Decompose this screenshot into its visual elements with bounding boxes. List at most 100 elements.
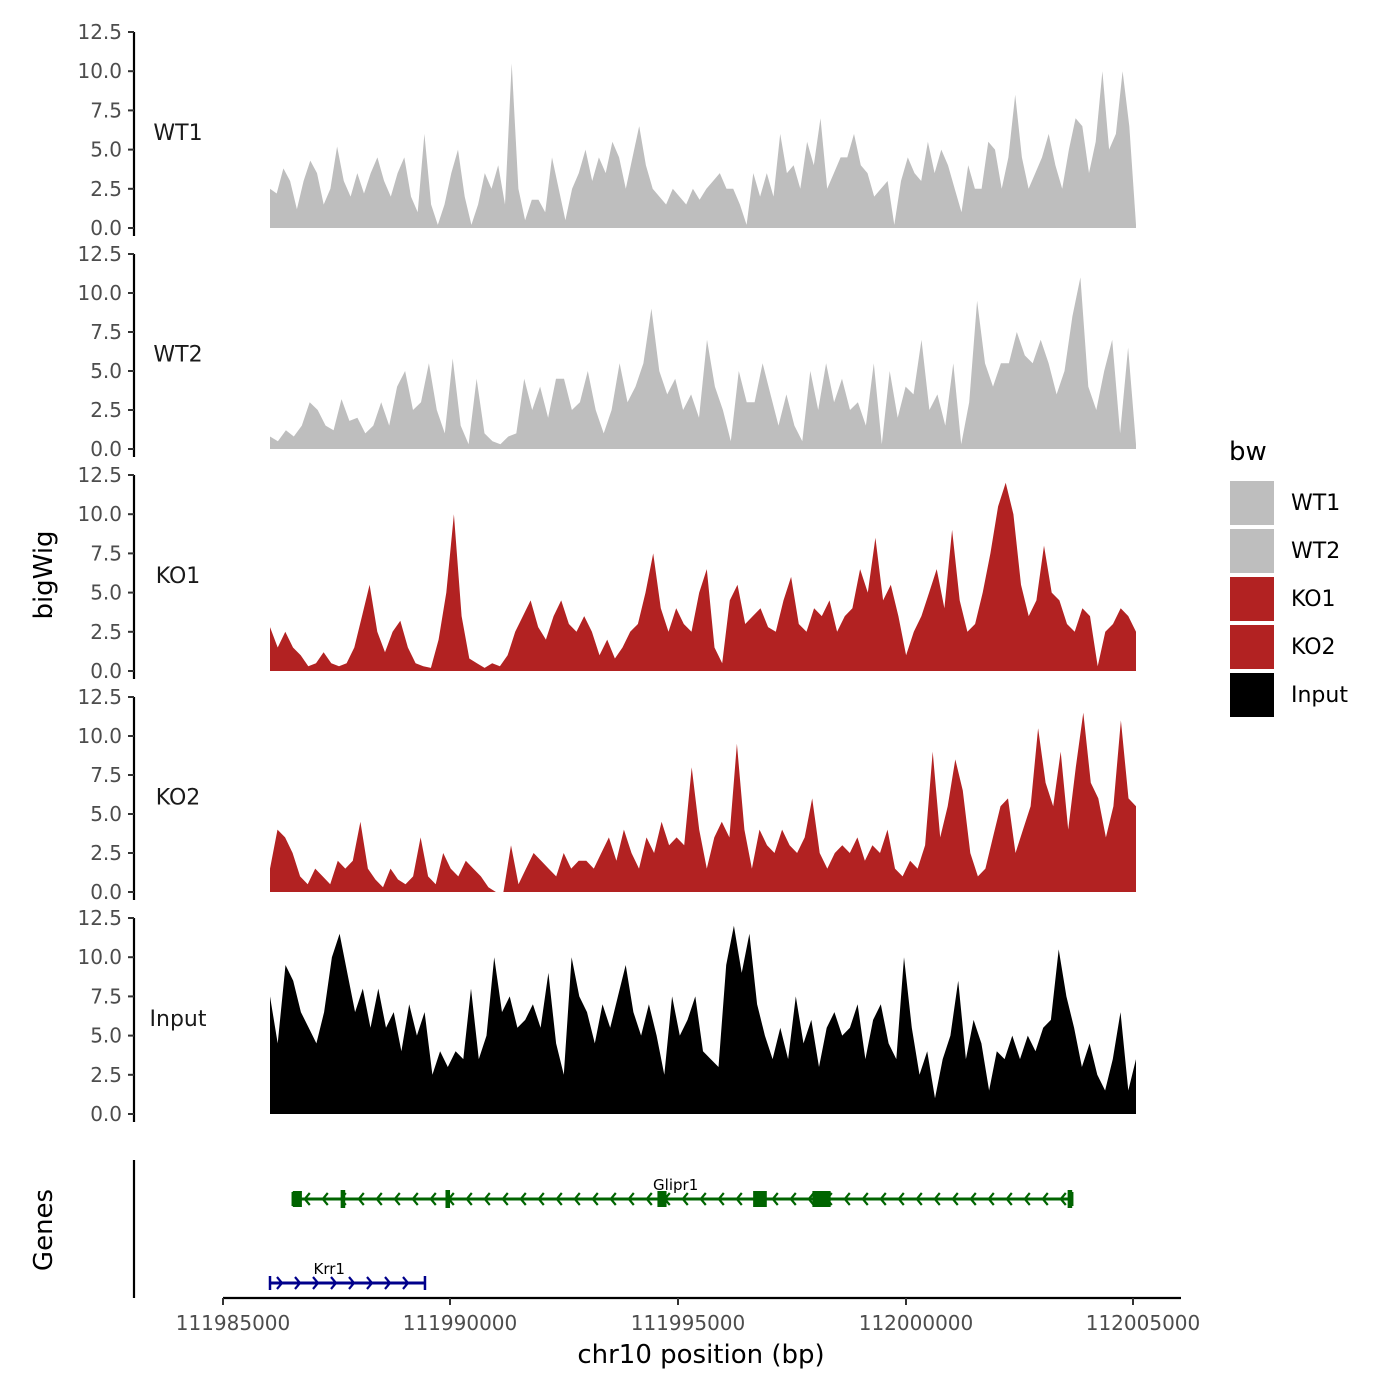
y-tick-label: 5.0 bbox=[90, 1024, 122, 1048]
y-tick-label: 0.0 bbox=[90, 1102, 122, 1126]
strand-chevron bbox=[366, 1276, 374, 1290]
strand-chevron bbox=[1005, 1192, 1013, 1206]
y-tick-label: 0.0 bbox=[90, 659, 122, 683]
strand-chevron bbox=[861, 1192, 869, 1206]
strand-chevron bbox=[321, 1192, 329, 1206]
track-label: WT2 bbox=[153, 342, 202, 367]
exon bbox=[1067, 1190, 1073, 1208]
strand-chevron bbox=[699, 1192, 707, 1206]
y-tick-label: 12.5 bbox=[77, 463, 122, 487]
strand-chevron bbox=[897, 1192, 905, 1206]
legend-key-input bbox=[1228, 671, 1276, 719]
y-tick-label: 10.0 bbox=[77, 281, 122, 305]
track-input: 0.0 2.5 5.0 7.5 10.0 12.5 Input bbox=[77, 906, 1136, 1126]
strand-chevron bbox=[402, 1276, 410, 1290]
y-tick-label: 7.5 bbox=[90, 98, 122, 122]
strand-chevron bbox=[771, 1192, 779, 1206]
y-tick-label: 2.5 bbox=[90, 177, 122, 201]
strand-chevron bbox=[717, 1192, 725, 1206]
exon bbox=[292, 1191, 302, 1207]
signal-area-wt1 bbox=[270, 63, 1136, 229]
strand-chevron bbox=[951, 1192, 959, 1206]
y-tick-label: 2.5 bbox=[90, 620, 122, 644]
legend-key-wt1 bbox=[1228, 479, 1276, 527]
track-wt2: 0.0 2.5 5.0 7.5 10.0 12.5 WT2 bbox=[77, 242, 1136, 461]
y-tick-label: 2.5 bbox=[90, 398, 122, 422]
y-tick-label: 10.0 bbox=[77, 724, 122, 748]
strand-chevron bbox=[1023, 1192, 1031, 1206]
track-panels: 0.0 2.5 5.0 7.5 10.0 12.5 WT1 0.0 2.5 5.0 7.5 10.0 1… bbox=[77, 20, 1136, 1126]
legend-key-wt2 bbox=[1228, 527, 1276, 575]
exon bbox=[812, 1191, 831, 1207]
strand-chevron bbox=[519, 1192, 527, 1206]
track-label: KO1 bbox=[156, 564, 201, 589]
exon bbox=[445, 1190, 451, 1208]
track-label: WT1 bbox=[153, 121, 202, 146]
strand-chevron bbox=[807, 1192, 815, 1206]
y-tick-label: 0.0 bbox=[90, 437, 122, 461]
gene-label: Krr1 bbox=[314, 1260, 345, 1278]
x-axis-title: chr10 position (bp) bbox=[577, 1340, 824, 1370]
strand-chevron bbox=[735, 1192, 743, 1206]
strand-chevron bbox=[303, 1192, 311, 1206]
strand-chevron bbox=[429, 1192, 437, 1206]
y-tick-label: 12.5 bbox=[77, 242, 122, 266]
x-tick-label: 112000000 bbox=[859, 1311, 974, 1335]
strand-chevron bbox=[1059, 1192, 1067, 1206]
track-label: Input bbox=[150, 1007, 207, 1032]
strand-chevron bbox=[375, 1192, 383, 1206]
track-ko1: 0.0 2.5 5.0 7.5 10.0 12.5 KO1 bbox=[77, 463, 1136, 683]
strand-chevron bbox=[357, 1192, 365, 1206]
strand-chevron bbox=[987, 1192, 995, 1206]
y-tick-label: 5.0 bbox=[90, 802, 122, 826]
strand-chevron bbox=[843, 1192, 851, 1206]
strand-chevron bbox=[312, 1276, 320, 1290]
signal-area-input bbox=[270, 925, 1136, 1114]
y-tick-label: 0.0 bbox=[90, 216, 122, 240]
y-tick-label: 7.5 bbox=[90, 541, 122, 565]
strand-chevron bbox=[591, 1192, 599, 1206]
x-tick-label: 111985000 bbox=[176, 1311, 291, 1335]
legend: bw WT1 WT2 KO1 KO2 Input bbox=[1228, 437, 1348, 719]
strand-chevron bbox=[348, 1276, 356, 1290]
y-tick-label: 7.5 bbox=[90, 763, 122, 787]
y-tick-label: 10.0 bbox=[77, 945, 122, 969]
y-tick-label: 5.0 bbox=[90, 359, 122, 383]
strand-chevron bbox=[969, 1192, 977, 1206]
strand-chevron bbox=[501, 1192, 509, 1206]
strand-chevron bbox=[879, 1192, 887, 1206]
y-tick-label: 10.0 bbox=[77, 502, 122, 526]
gene-label: Glipr1 bbox=[653, 1176, 698, 1194]
y-tick-label: 5.0 bbox=[90, 138, 122, 162]
strand-chevron bbox=[555, 1192, 563, 1206]
x-tick-label: 112005000 bbox=[1086, 1311, 1201, 1335]
exon bbox=[340, 1190, 346, 1208]
y-tick-label: 10.0 bbox=[77, 59, 122, 83]
x-tick-label: 111995000 bbox=[631, 1311, 746, 1335]
legend-title: bw bbox=[1229, 437, 1267, 467]
y-tick-label: 12.5 bbox=[77, 20, 122, 44]
strand-chevron bbox=[645, 1192, 653, 1206]
y-tick-label: 2.5 bbox=[90, 841, 122, 865]
strand-chevron bbox=[393, 1192, 401, 1206]
strand-chevron bbox=[537, 1192, 545, 1206]
signal-area-ko1 bbox=[270, 482, 1136, 671]
track-wt1: 0.0 2.5 5.0 7.5 10.0 12.5 WT1 bbox=[77, 20, 1136, 240]
gene-krr1: Krr1 bbox=[268, 1260, 427, 1290]
strand-chevron bbox=[915, 1192, 923, 1206]
strand-chevron bbox=[294, 1276, 302, 1290]
legend-label: Input bbox=[1291, 683, 1348, 708]
strand-chevron bbox=[384, 1276, 392, 1290]
exon bbox=[753, 1191, 767, 1207]
legend-label: KO1 bbox=[1291, 587, 1336, 612]
y-axis-title: bigWig bbox=[29, 530, 59, 619]
strand-chevron bbox=[609, 1192, 617, 1206]
strand-chevron bbox=[573, 1192, 581, 1206]
x-axis: 111985000 111990000 111995000 112000000 1120… bbox=[176, 1296, 1201, 1335]
strand-chevron bbox=[330, 1276, 338, 1290]
gene-glipr1: Glipr1 bbox=[291, 1176, 1074, 1208]
strand-chevron bbox=[465, 1192, 473, 1206]
legend-label: KO2 bbox=[1291, 635, 1336, 660]
strand-chevron bbox=[276, 1276, 284, 1290]
